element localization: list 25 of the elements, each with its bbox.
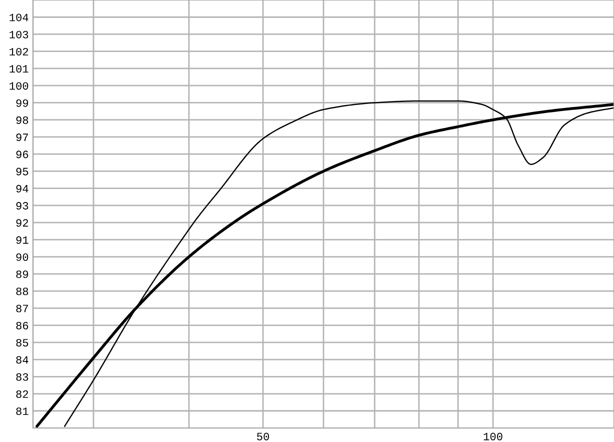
y-tick-label: 99 xyxy=(16,99,28,107)
y-tick-label: 81 xyxy=(16,407,28,416)
y-tick-label: 82 xyxy=(16,390,28,398)
y-tick-label: 98 xyxy=(16,116,28,124)
y-tick-label: 90 xyxy=(16,253,28,261)
y-tick-label: 100 xyxy=(10,82,28,90)
x-tick-label: 50 xyxy=(257,432,269,440)
y-tick-label: 102 xyxy=(10,48,28,56)
y-tick-label: 103 xyxy=(10,30,28,38)
y-tick-label: 97 xyxy=(16,134,28,142)
y-tick-label: 92 xyxy=(16,219,28,227)
y-tick-label: 87 xyxy=(16,304,28,312)
y-tick-label: 91 xyxy=(16,236,28,244)
y-tick-label: 86 xyxy=(16,322,28,330)
y-tick-label: 89 xyxy=(16,270,28,278)
y-tick-label: 104 xyxy=(10,14,28,22)
y-tick-label: 93 xyxy=(16,202,28,210)
y-tick-label: 83 xyxy=(16,373,28,381)
y-tick-label: 101 xyxy=(10,65,28,73)
y-tick-label: 95 xyxy=(16,168,28,176)
y-tick-label: 84 xyxy=(16,356,28,364)
y-tick-label: 85 xyxy=(16,338,28,347)
y-tick-label: 96 xyxy=(16,150,28,158)
y-tick-label: 94 xyxy=(16,184,28,192)
y-tick-label: 88 xyxy=(16,288,28,296)
